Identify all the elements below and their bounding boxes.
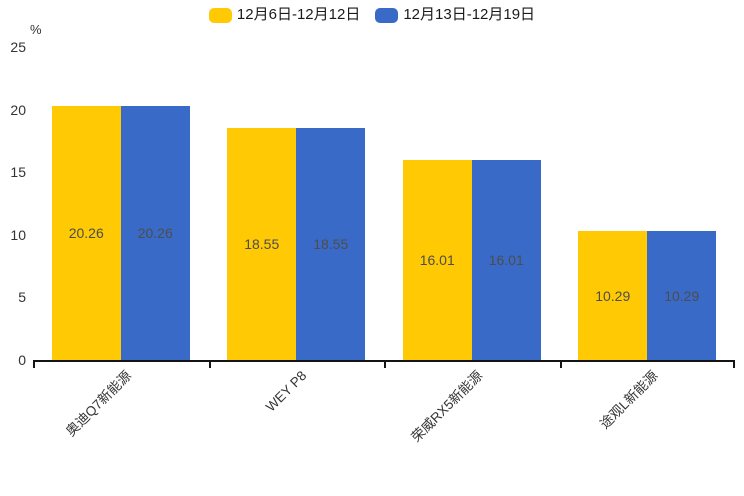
- x-axis-tick: [208, 362, 211, 368]
- legend-swatch-icon: [208, 7, 232, 23]
- y-tick-label: 10: [10, 226, 26, 243]
- x-axis-tick: [559, 362, 562, 368]
- x-axis-tick: [384, 362, 386, 368]
- y-tick-label: 25: [10, 39, 26, 55]
- y-tick-label: 20: [10, 101, 26, 118]
- x-category-label: 荣威RX5新能源: [408, 368, 486, 445]
- x-category-label: WEY P8: [263, 368, 310, 415]
- bar-value-label: 16.01: [488, 251, 524, 268]
- bar-value-label: 18.55: [313, 235, 349, 252]
- bar-value-label: 18.55: [244, 235, 280, 252]
- bar-value-label: 20.26: [137, 225, 173, 242]
- bar-WEY P8-series-0: [227, 127, 297, 360]
- y-tick-label: 15: [10, 164, 26, 181]
- y-tick-label: 0: [18, 352, 26, 368]
- legend-swatch-icon: [375, 7, 399, 23]
- x-axis-tick: [733, 362, 735, 368]
- legend-item-series-1[interactable]: 12月13日-12月19日: [375, 6, 535, 24]
- legend: 12月6日-12月12日 12月13日-12月19日: [0, 6, 744, 24]
- bar-荣威RX5新能源-series-1: [471, 159, 541, 360]
- bar-value-label: 20.26: [68, 225, 104, 242]
- y-axis-unit-label: %: [30, 22, 42, 37]
- bar-途观L新能源-series-1: [647, 231, 717, 360]
- x-category-label: 途观L新能源: [597, 368, 661, 432]
- y-tick-label: 5: [18, 289, 26, 306]
- bar-奥迪Q7新能源-series-0: [51, 106, 121, 360]
- bar-value-label: 16.01: [419, 251, 455, 268]
- x-axis-tick: [33, 362, 35, 368]
- legend-label: 12月13日-12月19日: [403, 6, 536, 23]
- bar-奥迪Q7新能源-series-1: [120, 106, 190, 360]
- x-axis-line: [33, 360, 735, 362]
- bar-WEY P8-series-1: [296, 127, 366, 360]
- legend-item-series-0[interactable]: 12月6日-12月12日: [208, 6, 361, 24]
- x-category-label: 奥迪Q7新能源: [63, 368, 135, 440]
- bar-荣威RX5新能源-series-0: [402, 159, 472, 360]
- bar-value-label: 10.29: [664, 287, 700, 304]
- bar-途观L新能源-series-0: [578, 231, 648, 360]
- legend-label: 12月6日-12月12日: [236, 6, 361, 23]
- bar-value-label: 10.29: [595, 287, 631, 304]
